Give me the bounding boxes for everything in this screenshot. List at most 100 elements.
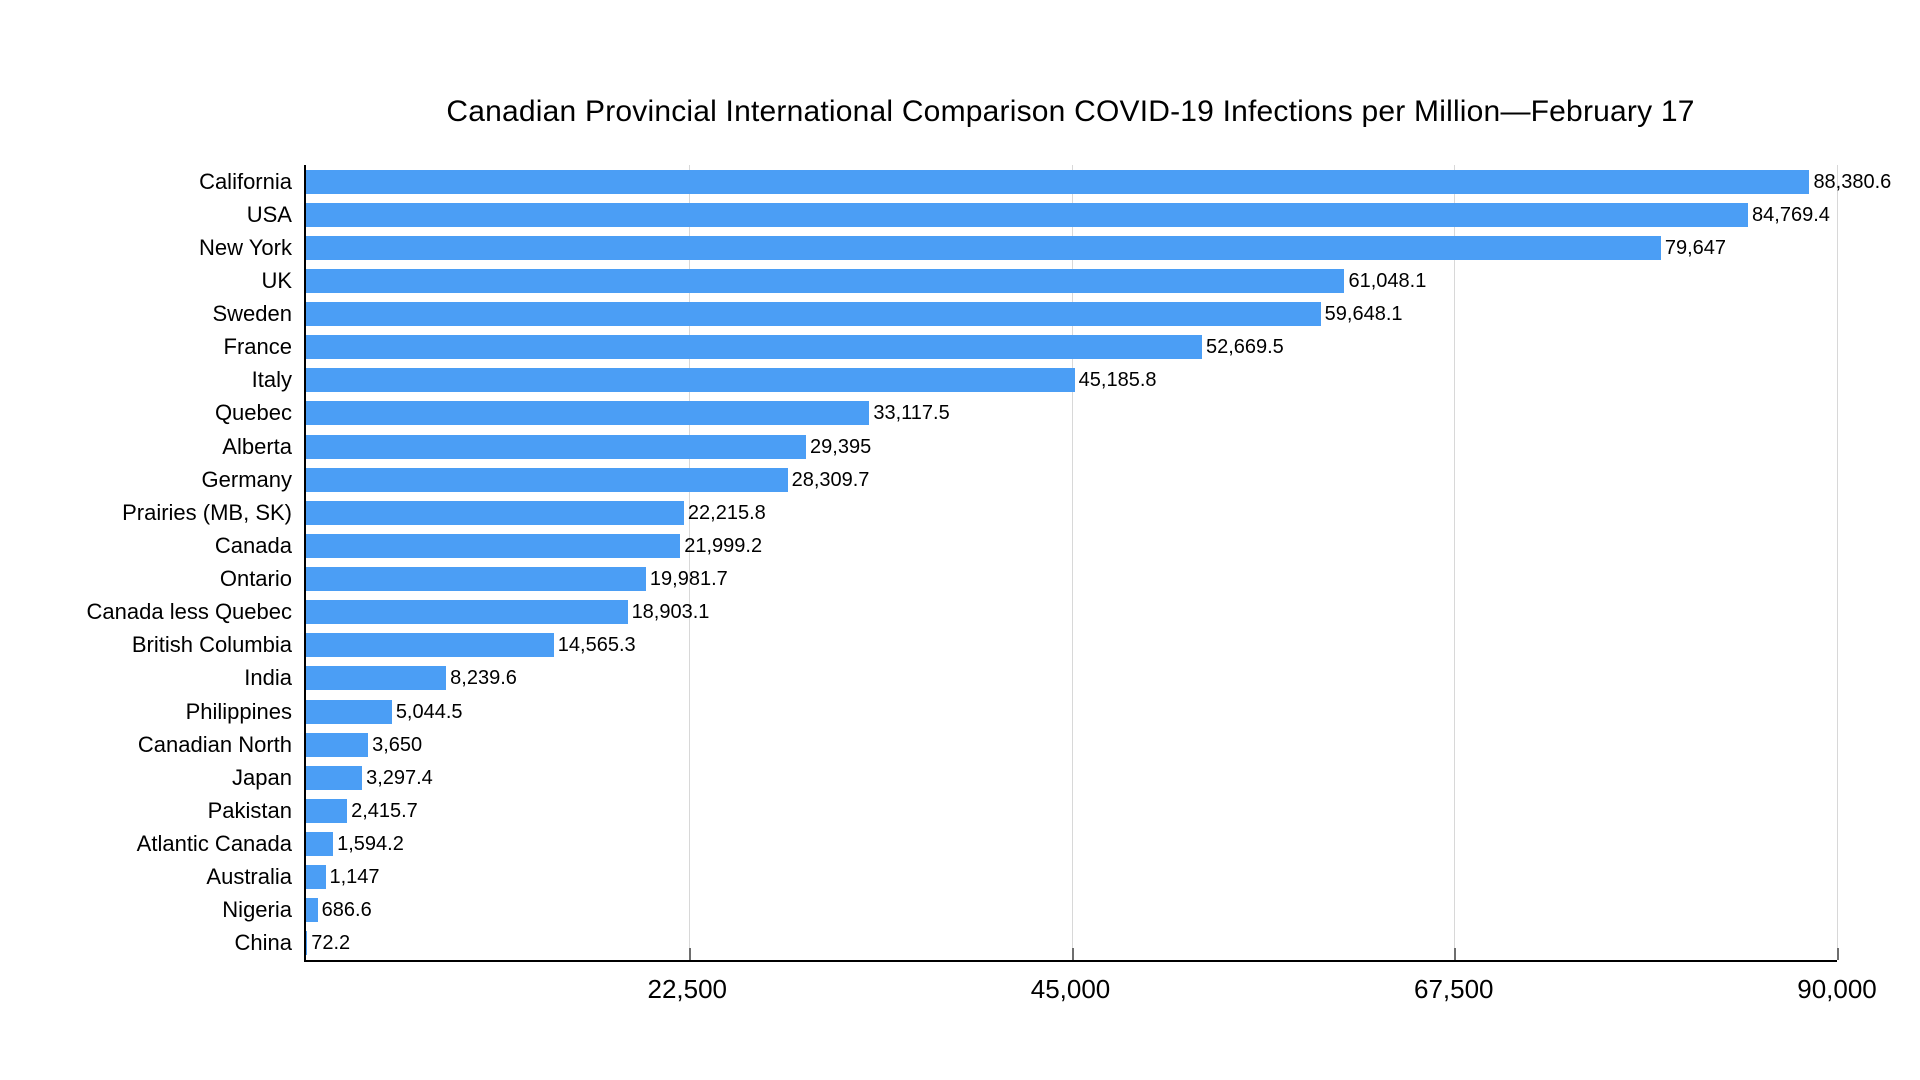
bar xyxy=(306,832,334,857)
value-label: 88,380.6 xyxy=(1813,170,1892,193)
value-label: 3,297.4 xyxy=(366,766,433,789)
bar xyxy=(306,567,646,592)
bar-row: Japan 3,297.4 xyxy=(232,765,1837,790)
x-tick-label: 90,000 xyxy=(1797,974,1877,1004)
bar xyxy=(306,732,369,757)
value-label: 72.2 xyxy=(311,932,351,955)
gridline xyxy=(1454,165,1456,960)
x-tick-label: 22,500 xyxy=(647,974,728,1004)
value-label: 8,239.6 xyxy=(450,667,517,690)
bar-row: New York 79,647 xyxy=(199,235,1837,260)
category-label: Alberta xyxy=(222,433,292,459)
category-label: Ontario xyxy=(219,566,292,592)
bar-rows-layer: California 88,380.6 USA 84,769.4 New York 79,… xyxy=(87,165,1891,960)
value-label: 21,999.2 xyxy=(684,534,763,557)
gridline xyxy=(1071,165,1073,960)
value-label: 1,594.2 xyxy=(337,833,404,856)
bar xyxy=(306,765,363,790)
bar-row: USA 84,769.4 xyxy=(247,202,1837,227)
plot-area: California 88,380.6 USA 84,769.4 New York 79,… xyxy=(87,165,1891,962)
category-label: British Columbia xyxy=(131,632,292,658)
bar xyxy=(306,202,1749,227)
bar xyxy=(306,898,318,923)
category-label: Italy xyxy=(251,367,292,393)
category-label: Atlantic Canada xyxy=(136,831,292,857)
x-axis: 22,500 45,000 67,500 90,000 xyxy=(304,974,1876,1014)
bar-row: China 72.2 xyxy=(235,931,1837,956)
bar-row: Pakistan 2,415.7 xyxy=(208,798,1837,823)
bar-row: Canada less Quebec 18,903.1 xyxy=(87,600,1837,625)
category-label: Canada xyxy=(214,532,292,558)
bar-row: Prairies (MB, SK) 22,215.8 xyxy=(122,500,1837,525)
value-label: 52,669.5 xyxy=(1205,336,1284,359)
bar-row: Canadian North 3,650 xyxy=(138,732,1837,757)
category-label: UK xyxy=(261,267,292,293)
chart-title: Canadian Provincial International Compar… xyxy=(446,95,1695,128)
category-label: Philippines xyxy=(185,698,292,724)
bar-row: Italy 45,185.8 xyxy=(252,368,1837,393)
bar xyxy=(306,600,628,625)
value-label: 686.6 xyxy=(321,899,372,922)
bar xyxy=(306,533,681,558)
bar xyxy=(306,235,1661,260)
value-label: 3,650 xyxy=(372,733,423,756)
category-label: Nigeria xyxy=(222,897,292,923)
category-label: China xyxy=(234,930,292,956)
bar xyxy=(306,302,1321,327)
bar xyxy=(306,500,684,525)
value-label: 19,981.7 xyxy=(649,568,728,591)
value-label: 33,117.5 xyxy=(873,402,950,425)
category-label: India xyxy=(244,665,292,691)
bar xyxy=(306,798,348,823)
axis-tick-mark xyxy=(688,948,691,960)
x-tick-label: 45,000 xyxy=(1030,974,1111,1004)
value-label: 61,048.1 xyxy=(1348,269,1427,292)
axis-tick-mark xyxy=(1454,948,1457,960)
category-label: Germany xyxy=(201,466,292,492)
bar-row: Quebec 33,117.5 xyxy=(215,401,1837,426)
axis-tick-mark xyxy=(1071,948,1074,960)
bar-row: Atlantic Canada 1,594.2 xyxy=(137,832,1837,857)
bar-row: India 8,239.6 xyxy=(244,666,1837,691)
value-label: 1,147 xyxy=(329,866,380,889)
category-label: USA xyxy=(246,201,292,227)
value-label: 59,648.1 xyxy=(1324,303,1403,326)
category-label: Pakistan xyxy=(207,797,292,823)
bar-row: Ontario 19,981.7 xyxy=(220,567,1837,592)
value-label: 18,903.1 xyxy=(631,601,710,624)
category-label: Prairies (MB, SK) xyxy=(122,499,292,525)
category-label: Canada less Quebec xyxy=(86,599,292,625)
value-label: 45,185.8 xyxy=(1078,369,1157,392)
value-label: 5,044.5 xyxy=(395,700,463,723)
gridline xyxy=(1837,165,1838,960)
axis-tick-mark xyxy=(1837,948,1839,960)
category-label: New York xyxy=(199,234,292,260)
category-label: Quebec xyxy=(214,400,292,426)
bar-row: Australia 1,147 xyxy=(206,865,1837,890)
bar-row: Sweden 59,648.1 xyxy=(212,302,1837,327)
category-label: Canadian North xyxy=(137,731,292,757)
bar-row: Alberta 29,395 xyxy=(222,434,1837,459)
category-label: California xyxy=(199,168,292,194)
bar xyxy=(306,401,870,426)
gridline xyxy=(688,165,690,960)
value-label: 28,309.7 xyxy=(791,468,870,491)
bar-row: France 52,669.5 xyxy=(224,335,1837,360)
bar-row: British Columbia 14,565.3 xyxy=(132,633,1837,658)
value-label: 2,415.7 xyxy=(351,799,418,822)
bar xyxy=(306,169,1810,194)
bar-row: Germany 28,309.7 xyxy=(202,467,1837,492)
x-tick-label: 67,500 xyxy=(1413,974,1494,1004)
bar-row: UK 61,048.1 xyxy=(261,268,1837,293)
bar-row: Nigeria 686.6 xyxy=(222,898,1837,923)
bar xyxy=(306,467,788,492)
category-label: Australia xyxy=(206,864,292,890)
value-label: 84,769.4 xyxy=(1752,203,1830,226)
bar xyxy=(306,666,447,691)
bar xyxy=(306,434,807,459)
bar xyxy=(306,865,326,890)
category-label: France xyxy=(223,334,292,360)
bar xyxy=(306,699,392,724)
bar xyxy=(306,268,1345,293)
